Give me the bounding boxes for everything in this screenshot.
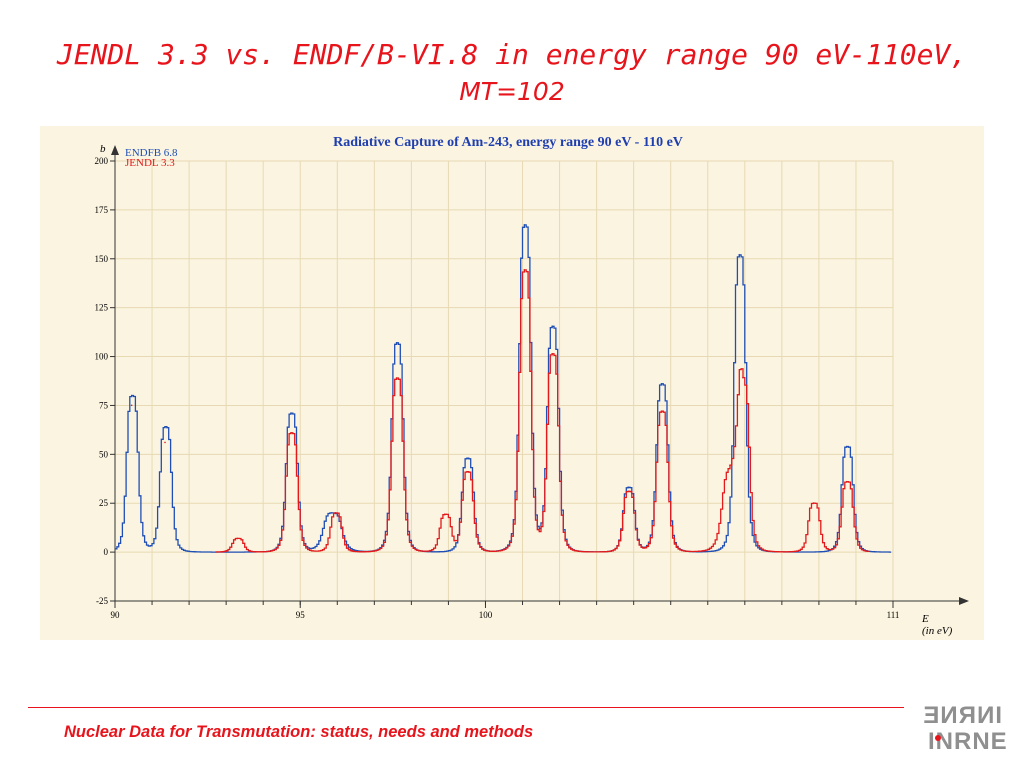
peak-point xyxy=(523,224,526,226)
peak-point xyxy=(130,404,133,407)
peak-point xyxy=(523,269,526,271)
peak-point xyxy=(395,342,398,344)
peak-point xyxy=(742,376,744,379)
x-tick-label: 90 xyxy=(111,610,121,620)
x-tick-label: 95 xyxy=(296,610,306,620)
y-tick-label: -25 xyxy=(96,596,108,606)
chart-title: Radiative Capture of Am-243, energy rang… xyxy=(333,135,683,150)
y-tick-label: 50 xyxy=(99,449,109,459)
legend-entry-jendl: JENDL 3.3 xyxy=(125,157,175,169)
y-tick-label: 150 xyxy=(95,254,109,264)
peak-point xyxy=(729,464,731,466)
peak-point xyxy=(812,502,815,504)
logo-dot-icon xyxy=(935,735,941,741)
axis-layer: -25 0 25 50 75 100 125 150 175 200 90 95 100 111 xyxy=(95,145,969,620)
peak-point xyxy=(236,537,239,540)
y-tick-label: 75 xyxy=(99,400,109,410)
chart-panel: -25 0 25 50 75 100 125 150 175 200 90 95 100 111 Radi… xyxy=(40,126,984,640)
peak-point xyxy=(130,394,133,397)
peak-point xyxy=(660,410,663,412)
y-tick-label: 100 xyxy=(95,352,109,362)
x-tick-label: 100 xyxy=(479,610,493,620)
legend-entry-endfb: ENDFB 6.8 xyxy=(125,147,178,159)
peak-point xyxy=(627,490,629,493)
peak-point xyxy=(164,425,166,428)
slide-title: JENDL 3.3 vs. ENDF/B-VI.8 in energy rang… xyxy=(0,36,1024,110)
peak-point xyxy=(845,480,848,483)
x-axis-label: E xyxy=(921,613,929,625)
peak-point xyxy=(395,377,398,379)
peak-point xyxy=(334,512,337,514)
peak-point xyxy=(164,441,166,444)
peak-point xyxy=(660,383,663,385)
y-tick-label: 0 xyxy=(104,547,109,557)
slide-title-line1: JENDL 3.3 vs. ENDF/B-VI.8 in energy rang… xyxy=(56,38,968,71)
peak-point xyxy=(330,512,333,514)
peak-point xyxy=(466,470,468,473)
grid-layer xyxy=(114,160,894,602)
peak-point xyxy=(738,254,741,256)
peak-point xyxy=(551,353,553,355)
footer-text: Nuclear Data for Transmutation: status, … xyxy=(64,723,534,741)
y-tick-label: 125 xyxy=(95,303,109,313)
y-tick-label: 175 xyxy=(95,205,109,215)
x-tick-label: 111 xyxy=(887,610,900,620)
slide-title-line2: MT=102 xyxy=(459,77,565,106)
x-axis-unit-label: (in eV) xyxy=(922,625,953,637)
peak-point xyxy=(551,325,553,328)
logo-text: INRNE xyxy=(928,728,1008,755)
y-tick-label: 25 xyxy=(99,498,109,508)
inrne-logo: INRNE INRNE xyxy=(922,702,1008,761)
capture-cross-section-chart: -25 0 25 50 75 100 125 150 175 200 90 95 100 111 Radi… xyxy=(95,135,969,637)
peak-point xyxy=(627,486,629,489)
x-axis-arrow xyxy=(959,597,969,605)
peak-point xyxy=(290,431,292,434)
series-layer xyxy=(115,224,892,553)
footer-divider xyxy=(28,707,904,708)
peak-point xyxy=(290,412,292,414)
y-tick-label: 200 xyxy=(95,156,109,166)
y-axis-label: b xyxy=(100,143,106,155)
logo-mirrored-text: INRNE xyxy=(922,702,1002,729)
y-axis-arrow xyxy=(111,145,119,155)
series-line-jendl xyxy=(215,269,870,553)
peak-point xyxy=(845,445,848,448)
peak-point xyxy=(466,457,468,459)
peak-point xyxy=(443,513,446,516)
